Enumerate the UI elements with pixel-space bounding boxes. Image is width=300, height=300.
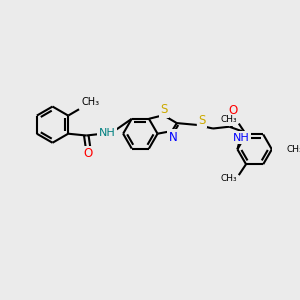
Text: O: O	[83, 147, 93, 160]
Text: CH₃: CH₃	[220, 116, 237, 124]
Text: S: S	[160, 103, 168, 116]
Text: N: N	[169, 131, 177, 144]
Text: CH₃: CH₃	[286, 145, 300, 154]
Text: NH: NH	[99, 128, 116, 138]
Text: O: O	[228, 104, 238, 117]
Text: CH₃: CH₃	[220, 174, 237, 183]
Text: S: S	[199, 114, 206, 127]
Text: CH₃: CH₃	[82, 98, 100, 107]
Text: NH: NH	[233, 133, 249, 142]
